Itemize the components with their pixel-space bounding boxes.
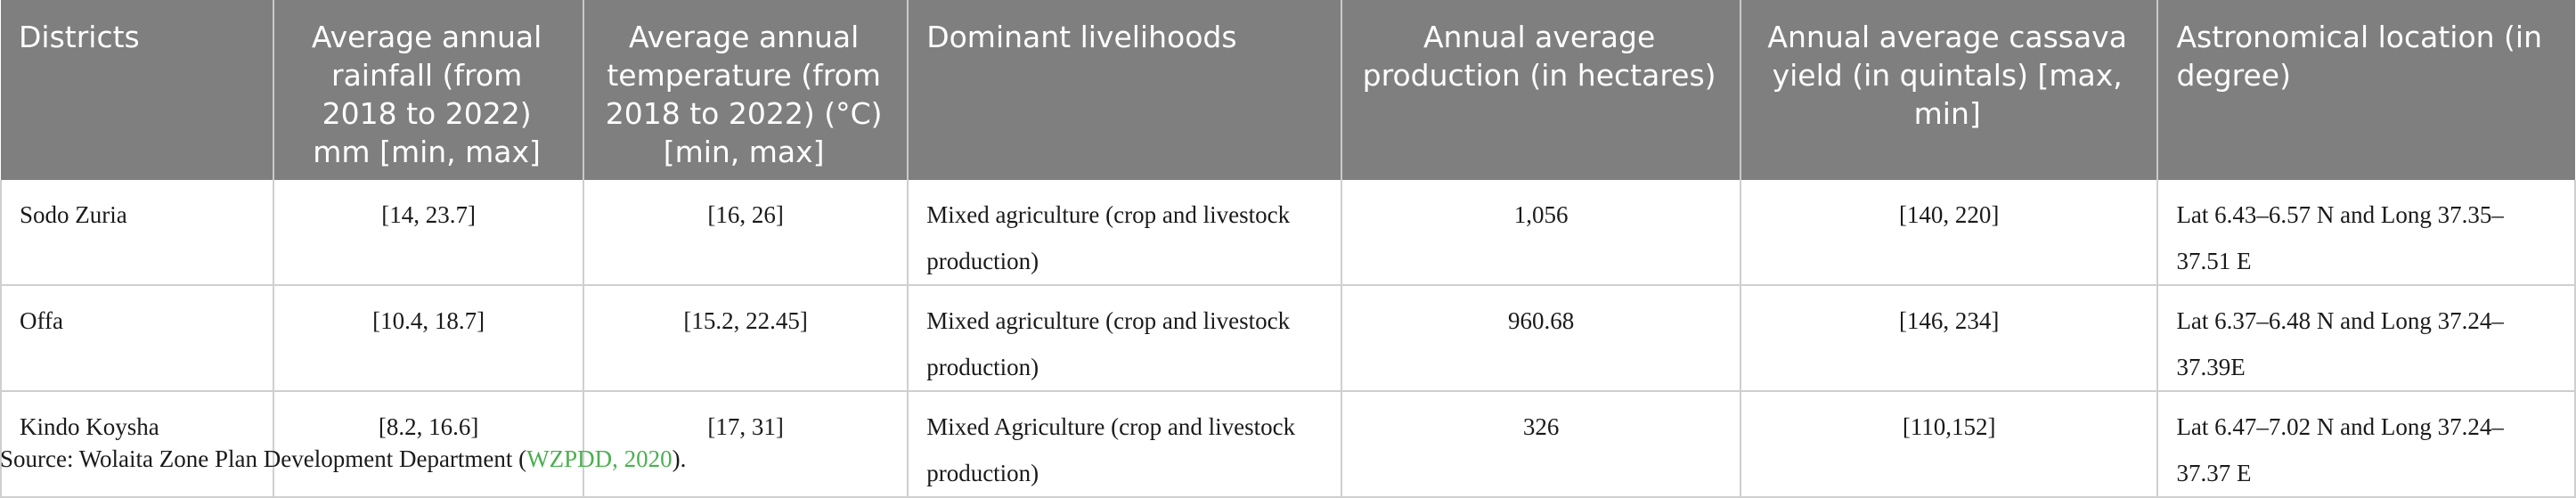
source-suffix: ). bbox=[672, 445, 687, 472]
cell-location: Lat 6.37–6.48 N and Long 37.24–37.39E bbox=[2157, 285, 2576, 392]
source-reference-link[interactable]: WZPDD, 2020 bbox=[526, 445, 673, 472]
cell-temperature: [15.2, 22.45] bbox=[583, 285, 909, 392]
cell-district: Sodo Zuria bbox=[0, 180, 275, 286]
cell-district: Offa bbox=[0, 285, 275, 392]
header-production: Annual average production (in hectares) bbox=[1341, 0, 1741, 180]
header-cassava-yield: Annual average cassava yield (in quintal… bbox=[1740, 0, 2159, 180]
cell-location: Lat 6.47–7.02 N and Long 37.24–37.37 E bbox=[2157, 391, 2576, 498]
header-livelihoods: Dominant livelihoods bbox=[908, 0, 1343, 180]
cell-rainfall: [14, 23.7] bbox=[273, 180, 585, 286]
cell-production: 1,056 bbox=[1341, 180, 1741, 286]
table-row: Offa [10.4, 18.7] [15.2, 22.45] Mixed ag… bbox=[0, 285, 2576, 392]
cell-livelihood: Mixed Agriculture (crop and livestock pr… bbox=[908, 391, 1343, 498]
header-rainfall: Average annual rainfall (from 2018 to 20… bbox=[273, 0, 585, 180]
header-temperature: Average annual temperature (from 2018 to… bbox=[583, 0, 909, 180]
source-prefix: Source: Wolaita Zone Plan Development De… bbox=[0, 445, 527, 472]
cell-rainfall: [8.2, 16.6] bbox=[273, 391, 585, 498]
cell-cassava-yield: [146, 234] bbox=[1740, 285, 2159, 392]
cell-cassava-yield: [110,152] bbox=[1740, 391, 2159, 498]
table-row: Kindo Koysha [8.2, 16.6] [17, 31] Mixed … bbox=[0, 391, 2576, 498]
cell-temperature: [17, 31] bbox=[583, 391, 909, 498]
cell-rainfall: [10.4, 18.7] bbox=[273, 285, 585, 392]
table-row: Sodo Zuria [14, 23.7] [16, 26] Mixed agr… bbox=[0, 180, 2576, 286]
cell-cassava-yield: [140, 220] bbox=[1740, 180, 2159, 286]
cell-production: 326 bbox=[1341, 391, 1741, 498]
cell-location: Lat 6.43–6.57 N and Long 37.35–37.51 E bbox=[2157, 180, 2576, 286]
cell-temperature: [16, 26] bbox=[583, 180, 909, 286]
cell-livelihood: Mixed agriculture (crop and livestock pr… bbox=[908, 180, 1343, 286]
header-row: Districts Average annual rainfall (from … bbox=[1, 0, 2575, 180]
cell-production: 960.68 bbox=[1341, 285, 1741, 392]
cell-district: Kindo Koysha bbox=[0, 391, 275, 498]
header-location: Astronomical location (in degree) bbox=[2157, 0, 2575, 180]
cell-livelihood: Mixed agriculture (crop and livestock pr… bbox=[908, 285, 1343, 392]
header-districts: Districts bbox=[1, 0, 275, 180]
source-note: Source: Wolaita Zone Plan Development De… bbox=[0, 445, 686, 473]
